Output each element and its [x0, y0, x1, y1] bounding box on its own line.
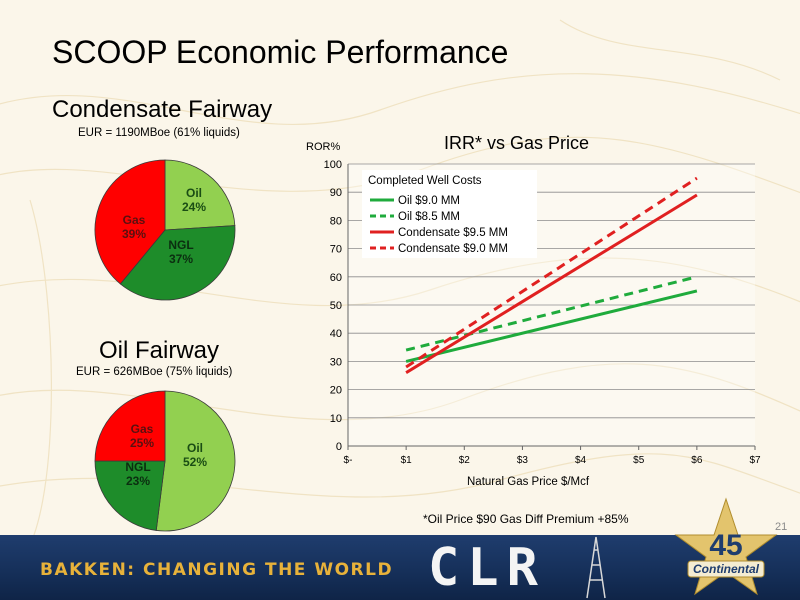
oil-fairway-subtitle: EUR = 626MBoe (75% liquids) [76, 366, 233, 378]
legend-label-3: Condensate $9.5 MM [398, 227, 508, 239]
x-tick-label: $4 [575, 455, 587, 466]
drilling-rig-icon [586, 536, 606, 599]
x-tick-label: $- [344, 455, 353, 466]
x-tick-label: $1 [401, 455, 413, 466]
x-tick-label: $5 [633, 455, 645, 466]
pie-slice-oil [164, 159, 236, 231]
y-tick-label: 0 [336, 441, 342, 453]
y-tick-label: 100 [324, 159, 342, 171]
y-tick-label: 10 [330, 413, 342, 425]
legend-label-2: Oil $8.5 MM [398, 211, 460, 223]
pie-label-oil: Oil [186, 186, 202, 200]
pie-value-oil: 52% [183, 455, 207, 469]
y-tick-label: 90 [330, 187, 342, 199]
pie-slice-ngl [119, 225, 236, 301]
legend-title: Completed Well Costs [368, 175, 482, 187]
emblem-number: 45 [709, 529, 742, 562]
y-tick-label: 30 [330, 356, 342, 368]
x-tick-label: $7 [749, 455, 761, 466]
legend-box [362, 170, 537, 258]
legend-label-4: Condensate $9.0 MM [398, 243, 508, 255]
y-tick-label: 70 [330, 244, 342, 256]
legend-label-1: Oil $9.0 MM [398, 195, 460, 207]
footnote: *Oil Price $90 Gas Diff Premium +85% [423, 512, 629, 526]
irr-line-chart: 0 10 20 30 40 50 60 70 80 90 100 $- $1 $2 $3 $4 $5 $6 $7 Co… [324, 159, 761, 466]
pie-label-gas: Gas [123, 213, 146, 227]
series-line-4 [405, 176, 698, 369]
y-tick-label: 60 [330, 272, 342, 284]
y-tick-label: 20 [330, 385, 342, 397]
x-tick-label: $2 [459, 455, 471, 466]
oil-fairway-title: Oil Fairway [99, 337, 220, 364]
irr-chart-title: IRR* vs Gas Price [444, 133, 590, 153]
x-axis-title: Natural Gas Price $/Mcf [467, 476, 590, 488]
y-tick-label: 50 [330, 300, 342, 312]
footer-banner: BAKKEN: CHANGING THE WORLD CLR [0, 535, 800, 600]
y-tick-label: 40 [330, 328, 342, 340]
condensate-fairway-subtitle: EUR = 1190MBoe (61% liquids) [78, 127, 240, 139]
x-tick-label: $3 [517, 455, 529, 466]
pie-value-gas: 39% [122, 227, 146, 241]
x-tick-label: $6 [691, 455, 703, 466]
page-title: SCOOP Economic Performance [52, 34, 509, 70]
pie-value-gas: 25% [130, 436, 154, 450]
continental-anniversary-emblem: 45 Continental [674, 497, 778, 596]
series-line-1 [405, 289, 698, 363]
pie-value-oil: 24% [182, 200, 206, 214]
pie-slice-ngl [94, 460, 166, 531]
pie-label-ngl: NGL [168, 238, 193, 252]
pie-value-ngl: 37% [169, 252, 193, 266]
pie-slice-oil [155, 390, 236, 532]
series-line-2 [405, 275, 698, 352]
condensate-fairway-title: Condensate Fairway [52, 96, 273, 123]
y-tick-label: 80 [330, 215, 342, 227]
y-axis-unit: ROR% [306, 141, 341, 153]
pie-slice-gas [94, 159, 166, 285]
slide-number: 21 [775, 521, 788, 533]
emblem-label: Continental [693, 562, 760, 576]
pie-label-oil: Oil [187, 441, 203, 455]
pie-value-ngl: 23% [126, 474, 150, 488]
pie-slice-gas [94, 390, 166, 462]
pie-label-gas: Gas [131, 422, 154, 436]
clr-logo: CLR [428, 538, 546, 598]
series-line-3 [405, 193, 698, 374]
pie-label-ngl: NGL [125, 460, 150, 474]
banner-tagline: BAKKEN: CHANGING THE WORLD [40, 560, 394, 580]
